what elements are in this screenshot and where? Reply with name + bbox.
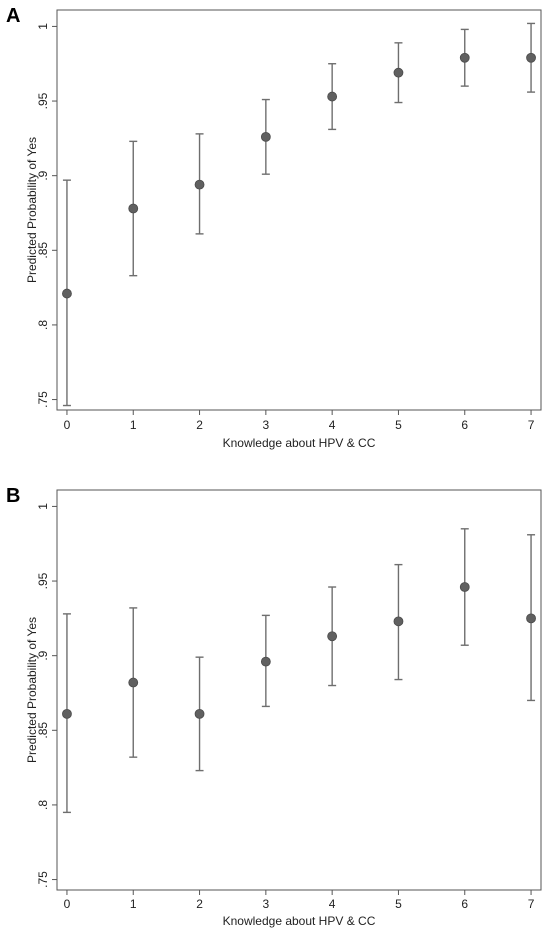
- chart-panel-a: A .75 .8 .85 .9 .95 1 0 1 2 3 4 5 6 7 Knowledge about H…: [6, 5, 542, 450]
- y-tick-label: 1: [36, 503, 50, 510]
- data-point: [393, 616, 404, 627]
- data-point: [393, 67, 404, 78]
- data-point: [194, 179, 205, 190]
- data-point: [526, 52, 536, 63]
- x-axis-title: Knowledge about HPV & CC: [223, 914, 376, 928]
- data-point: [260, 131, 271, 142]
- x-tick-label: 5: [395, 897, 402, 911]
- y-tick-label: .85: [36, 242, 50, 259]
- x-tick-label: 7: [528, 897, 535, 911]
- plot-frame: [56, 489, 542, 891]
- chart-panel-b: B .75 .8 .85 .9 .95 1 0 1 2 3 4 5 6 7 Knowledge about H…: [6, 485, 542, 928]
- data-point: [327, 631, 338, 642]
- x-tick-label: 4: [329, 897, 336, 911]
- data-point: [62, 288, 72, 299]
- x-tick-label: 1: [130, 897, 137, 911]
- y-tick-label: 1: [36, 23, 50, 30]
- plot-frame: [56, 9, 542, 411]
- y-axis-title: Predicted Probability of Yes: [25, 137, 39, 283]
- data-point: [128, 203, 139, 214]
- data-point: [128, 677, 139, 688]
- data-point: [260, 656, 271, 667]
- x-tick-label: 4: [329, 418, 336, 432]
- data-point: [459, 52, 470, 63]
- y-tick-label: .75: [36, 871, 50, 888]
- panel-label: A: [6, 5, 20, 27]
- x-tick-label: 5: [395, 418, 402, 432]
- y-tick-label: .9: [36, 170, 50, 180]
- data-point: [194, 708, 205, 719]
- x-axis-title: Knowledge about HPV & CC: [223, 436, 376, 450]
- data-point: [327, 91, 338, 102]
- x-tick-label: 0: [64, 418, 71, 432]
- y-tick-label: .9: [36, 650, 50, 660]
- y-tick-label: .8: [36, 320, 50, 330]
- y-tick-label: .85: [36, 722, 50, 739]
- x-tick-label: 6: [461, 897, 468, 911]
- x-tick-label: 3: [263, 897, 270, 911]
- y-tick-label: .8: [36, 800, 50, 810]
- data-point: [62, 708, 72, 719]
- x-tick-label: 2: [196, 897, 203, 911]
- data-point: [526, 613, 536, 624]
- y-tick-label: .95: [36, 92, 50, 109]
- x-tick-label: 7: [528, 418, 535, 432]
- panel-label: B: [6, 485, 20, 507]
- x-tick-label: 0: [64, 897, 71, 911]
- y-tick-label: .95: [36, 572, 50, 589]
- data-point: [459, 582, 470, 592]
- y-tick-label: .75: [36, 391, 50, 408]
- y-axis-title: Predicted Probability of Yes: [25, 617, 39, 763]
- x-tick-label: 1: [130, 418, 137, 432]
- x-tick-label: 6: [461, 418, 468, 432]
- x-tick-label: 2: [196, 418, 203, 432]
- x-tick-label: 3: [263, 418, 270, 432]
